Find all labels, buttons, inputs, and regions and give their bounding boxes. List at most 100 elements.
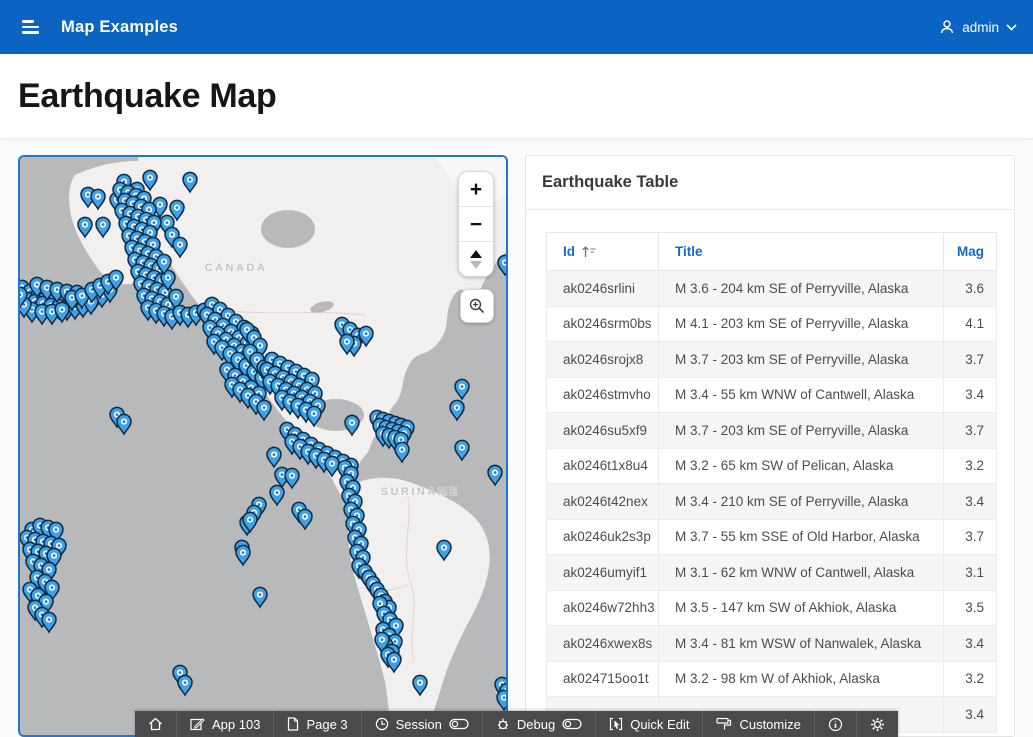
map-marker-pin[interactable]: [90, 188, 106, 211]
user-menu[interactable]: admin: [939, 19, 1017, 35]
zoom-step-down-icon: [470, 260, 482, 269]
map-marker-pin[interactable]: [496, 689, 506, 712]
column-label: Title: [675, 244, 703, 259]
user-icon: [939, 19, 955, 35]
devbar-item-home[interactable]: [135, 711, 176, 737]
user-name: admin: [962, 19, 999, 35]
map-canvas[interactable]: CANADA SURINAME: [20, 157, 506, 735]
toggle-icon[interactable]: [449, 718, 469, 730]
map-marker-pin[interactable]: [152, 196, 168, 219]
column-header-id[interactable]: Id: [546, 232, 659, 271]
app-title: Map Examples: [61, 17, 179, 36]
map-zoom-control: + −: [458, 171, 494, 277]
map-marker-pin[interactable]: [95, 216, 111, 239]
cell-id: ak0246srlini: [546, 270, 659, 307]
map-marker-pin[interactable]: [306, 405, 322, 428]
map-marker-pin[interactable]: [339, 333, 355, 356]
map-marker-pin[interactable]: [156, 253, 172, 276]
devbar-item-info[interactable]: [813, 711, 856, 737]
cell-title: M 3.2 - 65 km SW of Pelican, Alaska: [658, 447, 944, 484]
zoom-out-button[interactable]: −: [459, 207, 493, 242]
map-marker-pin[interactable]: [142, 169, 158, 192]
hamburger-icon: [22, 19, 39, 35]
nav-menu-button[interactable]: [16, 11, 45, 44]
map-marker-pin[interactable]: [235, 544, 251, 567]
cell-mag: 3.4: [943, 625, 997, 662]
devbar-item-debug[interactable]: Debug: [481, 711, 595, 737]
devbar-item-quick-edit[interactable]: Quick Edit: [595, 711, 702, 737]
box-zoom-button[interactable]: [460, 289, 494, 323]
magnifier-plus-icon: [468, 297, 486, 315]
cell-id: ak024715oo1t: [546, 660, 659, 697]
table-row: ak0246xwex8s M 3.4 - 81 km WSW of Nanwale…: [546, 625, 997, 662]
map-marker-pin[interactable]: [324, 455, 340, 478]
zoom-in-button[interactable]: +: [459, 172, 493, 207]
map-marker-pin[interactable]: [256, 399, 272, 422]
map-marker-pin[interactable]: [412, 674, 428, 697]
devbar-item-page[interactable]: Page 3: [273, 711, 360, 737]
toggle-icon[interactable]: [562, 718, 582, 730]
map-marker-pin[interactable]: [177, 674, 193, 697]
cell-id: ak0246t1x8u4: [546, 447, 659, 484]
map-marker-pin[interactable]: [386, 651, 402, 674]
map-marker-pin[interactable]: [436, 539, 452, 562]
cell-mag: 3.4: [943, 376, 997, 413]
map-marker-pin[interactable]: [182, 171, 198, 194]
map-marker-pin[interactable]: [54, 301, 70, 324]
table-card-body: Id Title Mag ak0246srlini M 3.6 - 204 km SE…: [526, 210, 1014, 733]
cell-mag: 3.7: [943, 518, 997, 555]
map-marker-pin[interactable]: [449, 399, 465, 422]
map-marker-pin[interactable]: [344, 414, 360, 437]
devbar-item-app-edit[interactable]: App 103: [176, 711, 273, 737]
sort-ascending-icon: [581, 245, 597, 258]
table-title: Earthquake Table: [542, 173, 679, 191]
map-marker-pin[interactable]: [284, 467, 300, 490]
zoom-level-stepper[interactable]: [459, 242, 493, 276]
devbar-label: Page 3: [306, 716, 348, 732]
cell-title: M 3.7 - 55 km SSE of Old Harbor, Alaska: [658, 518, 944, 555]
cell-mag: 3.2: [943, 660, 997, 697]
gear-icon: [870, 717, 885, 732]
column-header-title[interactable]: Title: [658, 232, 944, 271]
cell-mag: 3.5: [943, 589, 997, 626]
map-marker-pin[interactable]: [108, 269, 124, 292]
map-marker-pin[interactable]: [454, 439, 470, 462]
cell-title: M 3.4 - 210 km SE of Perryville, Alaska: [658, 483, 944, 520]
table-header-row: Id Title Mag: [546, 232, 997, 271]
cell-id: ak0246w72hh3: [546, 589, 659, 626]
map-marker-pin[interactable]: [169, 199, 185, 222]
devbar-item-customize[interactable]: Customize: [702, 711, 813, 737]
table-row: ak0246stmvho M 3.4 - 55 km WNW of Cantwel…: [546, 376, 997, 413]
map-marker-pin[interactable]: [269, 484, 285, 507]
map-marker-pin[interactable]: [497, 254, 506, 277]
cell-id: ak0246t42nex: [546, 483, 659, 520]
home-icon: [148, 717, 163, 731]
map-marker-pin[interactable]: [20, 286, 28, 309]
map-marker-pin[interactable]: [242, 511, 258, 534]
map-marker-pin[interactable]: [487, 464, 503, 487]
map-marker-pin[interactable]: [172, 236, 188, 259]
map-marker-pin[interactable]: [358, 325, 374, 348]
map-marker-pin[interactable]: [252, 586, 268, 609]
devbar-item-clock[interactable]: Session: [360, 711, 482, 737]
map-marker-pin[interactable]: [168, 288, 184, 311]
map-marker-pin[interactable]: [77, 216, 93, 239]
cell-mag: 3.4: [943, 483, 997, 520]
map-marker-pin[interactable]: [160, 269, 176, 292]
map-marker-pin[interactable]: [41, 611, 57, 634]
zoom-step-up-icon: [470, 249, 482, 258]
devbar-item-gear[interactable]: [855, 711, 898, 737]
quick-edit-icon: [609, 717, 623, 731]
map-marker-pin[interactable]: [297, 508, 313, 531]
chevron-down-icon: [1006, 23, 1017, 31]
column-header-mag[interactable]: Mag: [943, 232, 997, 271]
map-marker-pin[interactable]: [266, 446, 282, 469]
map-marker-pin[interactable]: [394, 441, 410, 464]
cell-title: M 3.1 - 62 km WNW of Cantwell, Alaska: [658, 554, 944, 591]
cell-mag: 4.1: [943, 305, 997, 342]
map-marker-pin[interactable]: [454, 378, 470, 401]
devbar-label: Customize: [739, 716, 801, 732]
debug-icon: [496, 717, 510, 731]
cell-title: M 3.2 - 98 km W of Akhiok, Alaska: [658, 660, 944, 697]
map-marker-pin[interactable]: [116, 413, 132, 436]
